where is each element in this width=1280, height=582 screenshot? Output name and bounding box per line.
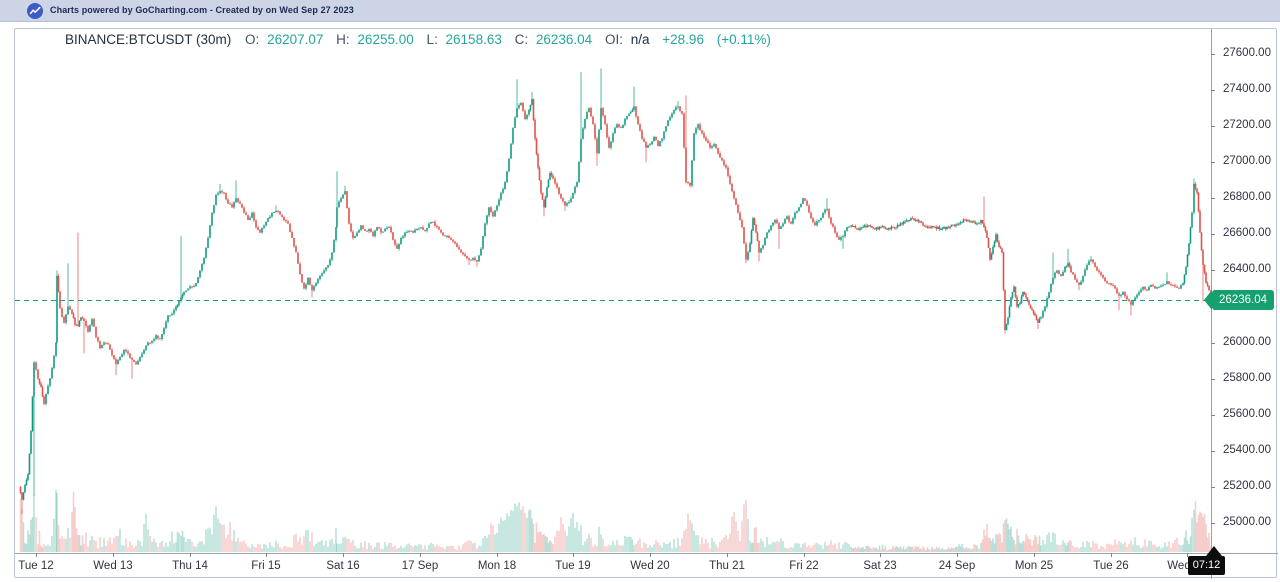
price-axis-tick (1211, 162, 1215, 164)
time-axis-separator (15, 553, 1278, 554)
time-axis-tick (36, 553, 37, 557)
price-axis-label: 27400.00 (1223, 83, 1271, 96)
price-axis-label: 25200.00 (1223, 479, 1271, 492)
low-value: 26158.63 (445, 32, 502, 47)
price-axis-tick (1211, 378, 1215, 380)
time-axis-label: Sat 23 (863, 560, 897, 572)
symbol-label: BINANCE:BTCUSDT (30m) (65, 32, 232, 47)
time-axis-tick (804, 553, 805, 557)
change-pct-value: (+0.11%) (716, 32, 771, 47)
time-axis-label: Fri 22 (789, 560, 819, 572)
close-label: C: (514, 32, 529, 47)
time-axis-tick (1034, 553, 1035, 557)
low-label: L: (426, 32, 438, 47)
attribution-text: Charts powered by GoCharting.com - Creat… (50, 5, 354, 15)
price-axis-tick (1211, 90, 1215, 92)
change-value: +28.96 (662, 32, 704, 47)
price-axis-tick (1211, 126, 1215, 128)
time-axis-label: Sat 16 (326, 560, 360, 572)
price-axis-label: 26800.00 (1223, 191, 1271, 204)
time-axis-label: Thu 21 (709, 560, 745, 572)
time-axis-tick (957, 553, 958, 557)
oi-label: OI: (604, 32, 623, 47)
time-axis-tick (1111, 553, 1112, 557)
last-price-arrow-icon (1204, 290, 1212, 311)
price-axis-label: 25800.00 (1223, 371, 1271, 384)
ohlc-legend: BINANCE:BTCUSDT (30m) O: 26207.07 H: 262… (65, 32, 780, 49)
time-axis-label: Fri 15 (251, 560, 281, 572)
close-value: 26236.04 (535, 32, 593, 47)
time-axis-tick (420, 553, 421, 557)
time-axis-tick (880, 553, 881, 557)
chart-frame: BINANCE:BTCUSDT (30m) O: 26207.07 H: 262… (14, 28, 1278, 579)
time-axis-label: Wed 20 (630, 560, 670, 572)
price-axis-label: 26400.00 (1223, 263, 1271, 276)
price-axis-label: 27600.00 (1223, 47, 1271, 59)
price-axis-tick (1211, 414, 1215, 416)
time-axis-label: 17 Sep (401, 560, 439, 572)
top-attribution-bar: Charts powered by GoCharting.com - Creat… (0, 0, 1280, 22)
price-axis-tick (1211, 486, 1215, 488)
time-axis-tick (190, 553, 191, 557)
high-label: H: (336, 32, 350, 47)
time-axis-tick (113, 553, 114, 557)
price-axis-label: 25600.00 (1223, 407, 1271, 420)
candlestick-canvas[interactable] (15, 29, 1211, 553)
time-axis-tick (650, 553, 651, 557)
time-axis-tick (573, 553, 574, 557)
gocharting-logo-icon (27, 3, 43, 19)
time-axis-tick (266, 553, 267, 557)
time-axis-label: Tue 19 (555, 560, 591, 572)
price-axis-label: 27000.00 (1223, 155, 1271, 168)
price-axis-tick (1211, 198, 1215, 200)
high-value: 26255.00 (357, 32, 414, 47)
time-axis-tick (1187, 553, 1188, 557)
price-axis-label: 26600.00 (1223, 227, 1271, 240)
price-axis-label: 27200.00 (1223, 119, 1271, 132)
price-axis-tick (1211, 342, 1215, 344)
price-axis-tick (1211, 523, 1215, 524)
time-axis-label: Tue 12 (18, 560, 54, 572)
price-axis-label: 26000.00 (1223, 335, 1271, 348)
last-price-badge: 26236.04 (1212, 290, 1274, 311)
time-axis-label: Mon 18 (477, 560, 517, 572)
price-axis-tick (1211, 54, 1215, 55)
time-marker-badge: 07:12 (1188, 556, 1225, 575)
time-marker-arrow-icon (1206, 546, 1222, 556)
price-axis-tick (1211, 450, 1215, 452)
time-axis-label: Thu 14 (172, 560, 208, 572)
time-axis-tick (727, 553, 728, 557)
time-axis-label: Tue 26 (1093, 560, 1129, 572)
time-axis-tick (343, 553, 344, 557)
time-axis-tick (497, 553, 498, 557)
oi-value: n/a (630, 32, 650, 47)
open-label: O: (245, 32, 260, 47)
price-axis-label: 25400.00 (1223, 443, 1271, 456)
open-value: 26207.07 (267, 32, 324, 47)
time-axis-label: 24 Sep (938, 560, 976, 572)
price-axis-label: 25000.00 (1223, 516, 1271, 528)
time-axis-label: Mon 25 (1014, 560, 1054, 572)
price-axis-tick (1211, 270, 1215, 272)
time-axis-label: Wed 13 (93, 560, 133, 572)
price-axis-tick (1211, 234, 1215, 236)
